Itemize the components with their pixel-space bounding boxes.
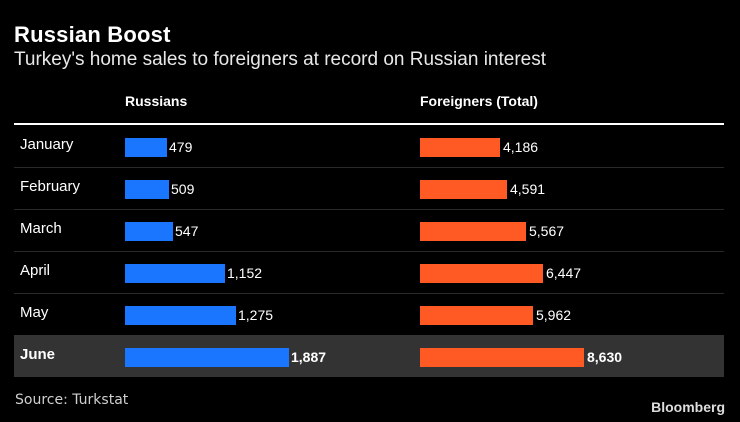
chart-row-january: January 479 4,186 xyxy=(14,125,724,167)
row-divider xyxy=(14,293,724,294)
foreigners-value-label: 5,567 xyxy=(529,223,565,239)
russians-value-label: 1,275 xyxy=(238,307,274,323)
russians-bar xyxy=(125,264,225,283)
chart-row-march: March 547 5,567 xyxy=(14,209,724,251)
foreigners-value-label: 4,591 xyxy=(510,181,546,197)
header-rule xyxy=(14,123,724,125)
chart-title: Russian Boost xyxy=(14,22,171,47)
foreigners-bar xyxy=(420,222,526,241)
chart-row-february: February 509 4,591 xyxy=(14,167,724,209)
category-label: February xyxy=(20,178,81,195)
russians-value-label: 1,887 xyxy=(291,349,327,365)
foreigners-value-label: 8,630 xyxy=(587,349,623,365)
category-label: March xyxy=(20,220,62,237)
russians-bar xyxy=(125,222,173,241)
russians-value-label: 479 xyxy=(169,139,193,155)
russians-bar xyxy=(125,306,236,325)
category-label: June xyxy=(20,346,56,363)
bloomberg-logo: Bloomberg xyxy=(651,399,725,415)
russians-column-header: Russians xyxy=(125,93,188,109)
russians-bar xyxy=(125,180,169,199)
row-divider xyxy=(14,209,724,210)
foreigners-bar xyxy=(420,264,543,283)
row-divider xyxy=(14,167,724,168)
russians-bar xyxy=(125,348,289,367)
foreigners-bar xyxy=(420,138,500,157)
category-label: January xyxy=(20,136,74,153)
foreigners-bar xyxy=(420,348,584,367)
category-label: May xyxy=(20,304,49,321)
foreigners-value-label: 4,186 xyxy=(503,139,539,155)
russians-value-label: 509 xyxy=(171,181,195,197)
row-divider xyxy=(14,251,724,252)
foreigners-bar xyxy=(420,306,533,325)
russians-value-label: 1,152 xyxy=(227,265,263,281)
chart-subtitle: Turkey's home sales to foreigners at rec… xyxy=(14,49,546,70)
foreigners-bar xyxy=(420,180,507,199)
category-label: April xyxy=(20,262,51,279)
foreigners-value-label: 5,962 xyxy=(536,307,572,323)
chart-row-june: June 1,887 8,630 xyxy=(14,335,724,377)
chart-row-april: April 1,152 6,447 xyxy=(14,251,724,293)
foreigners-column-header: Foreigners (Total) xyxy=(420,93,538,109)
chart-row-may: May 1,275 5,962 xyxy=(14,293,724,335)
foreigners-value-label: 6,447 xyxy=(546,265,582,281)
source-note: Source: Turkstat xyxy=(15,392,129,408)
russians-bar xyxy=(125,138,167,157)
russians-value-label: 547 xyxy=(175,223,199,239)
